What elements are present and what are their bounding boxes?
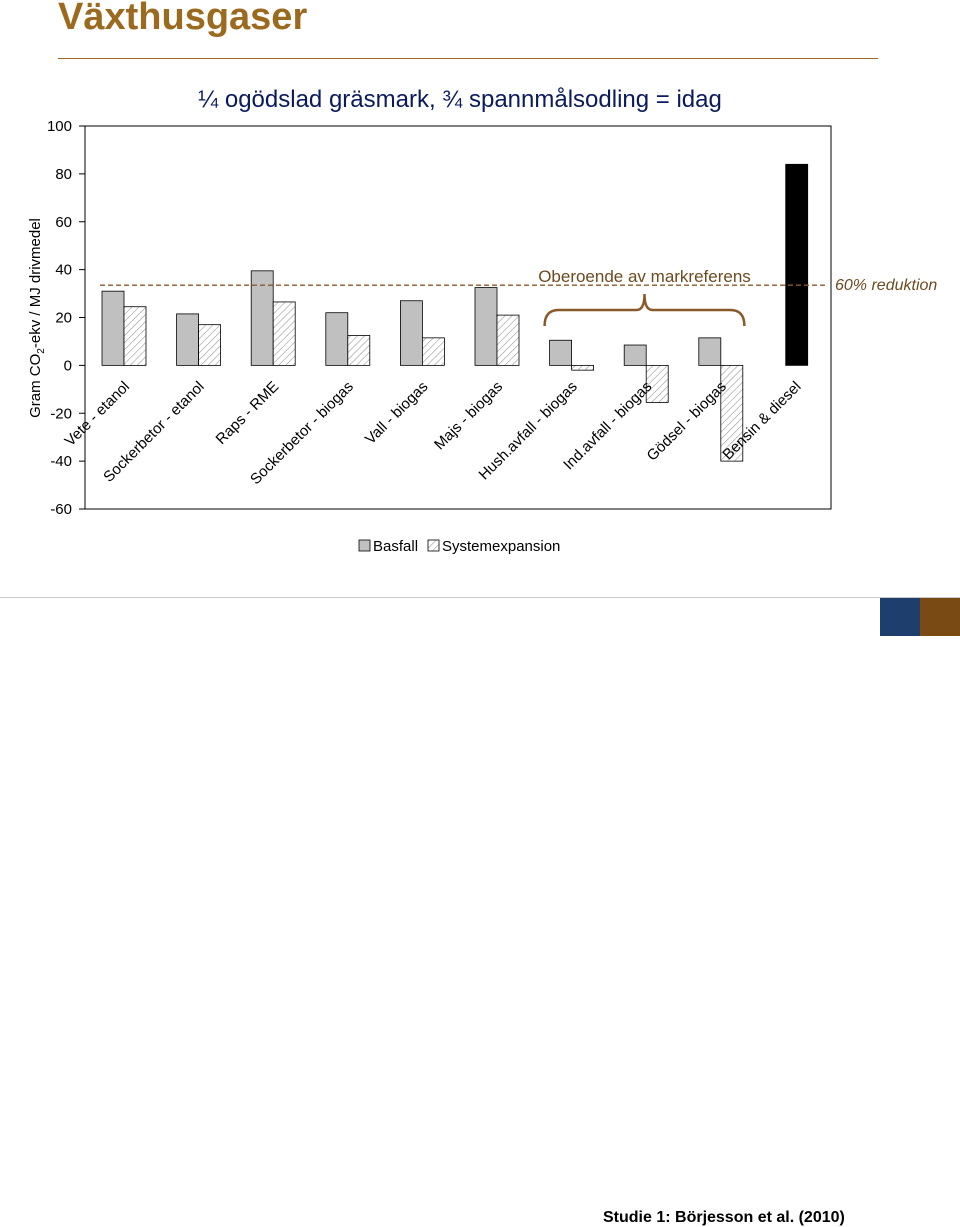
- y-axis-ticks: -60 -40 -20 0 20 40 60 80 100: [47, 118, 85, 518]
- x-tick-label: Majs - biogas: [431, 378, 506, 453]
- bars: [101, 163, 809, 462]
- bar-basfall: [623, 344, 647, 366]
- bar-systemexpansion: [123, 306, 147, 366]
- y-tick-label: -60: [50, 501, 72, 518]
- y-tick-label: 60: [55, 214, 72, 231]
- footer-square-brown: [920, 598, 960, 636]
- y-tick-label: 80: [55, 166, 72, 183]
- x-tick-label: Raps - RME: [213, 378, 283, 448]
- y-tick-label: -20: [50, 405, 72, 422]
- bar-systemexpansion: [645, 364, 669, 403]
- legend-swatch-systemexpansion: [427, 539, 440, 552]
- y-axis-label: Gram CO2-ekv / MJ drivmedel: [27, 218, 47, 418]
- chart-title: ¼ ogödslad gräsmark, ¾ spannmålsodling =…: [198, 86, 722, 113]
- y-tick-label: -40: [50, 453, 72, 470]
- bar-basfall: [399, 300, 423, 366]
- bar-basfall: [785, 163, 809, 366]
- bar-basfall: [325, 312, 349, 366]
- bar-chart: ¼ ogödslad gräsmark, ¾ spannmålsodling =…: [27, 86, 937, 555]
- legend-label-systemexpansion: Systemexpansion: [442, 538, 560, 555]
- footer: Studie 1: Börjesson et al. (2010): [0, 598, 960, 1226]
- annotation-brace: [543, 293, 746, 327]
- bar-systemexpansion: [272, 301, 296, 366]
- bar-systemexpansion: [198, 324, 222, 366]
- legend-swatch-basfall: [358, 539, 371, 552]
- x-tick-label: Vete - etanol: [62, 378, 134, 450]
- bar-systemexpansion: [421, 337, 445, 366]
- bar-systemexpansion: [496, 314, 520, 366]
- legend: Basfall Systemexpansion: [358, 538, 560, 555]
- bar-basfall: [698, 337, 722, 366]
- bar-basfall: [549, 339, 572, 366]
- y-tick-label: 100: [47, 118, 72, 135]
- footer-square-blue: [880, 598, 920, 636]
- legend-label-basfall: Basfall: [373, 538, 418, 555]
- bar-systemexpansion: [571, 364, 594, 371]
- y-tick-label: 0: [64, 357, 72, 374]
- bar-basfall: [176, 313, 200, 366]
- annotation-text: Oberoende av markreferens: [538, 267, 751, 286]
- footer-citation: Studie 1: Börjesson et al. (2010): [603, 1209, 845, 1226]
- bar-basfall: [474, 287, 498, 366]
- reduction-label: 60% reduktion: [835, 277, 937, 294]
- title-underline: [58, 58, 878, 59]
- x-tick-label: Vall - biogas: [362, 378, 432, 448]
- y-tick-label: 20: [55, 310, 72, 327]
- bar-basfall: [101, 290, 125, 366]
- bar-systemexpansion: [347, 335, 371, 366]
- slide-title: Växthusgaser: [58, 0, 308, 38]
- bar-systemexpansion: [720, 364, 744, 462]
- y-tick-label: 40: [55, 262, 72, 279]
